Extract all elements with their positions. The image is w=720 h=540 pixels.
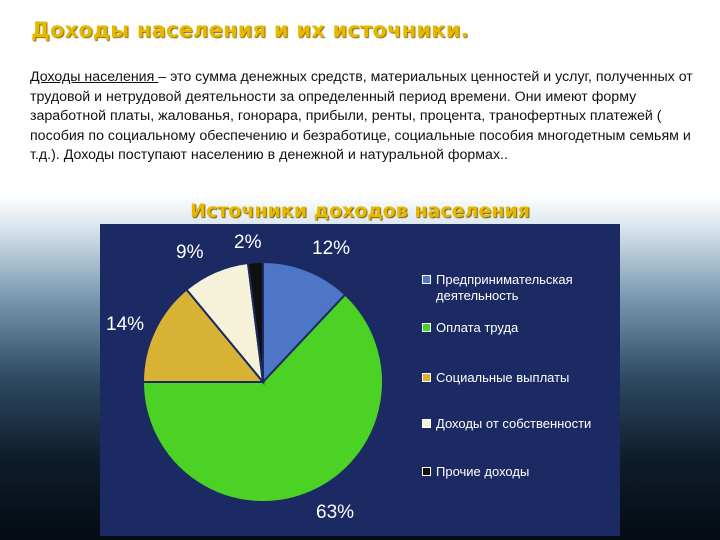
pie-slice — [262, 260, 347, 385]
legend-label: Социальные выплаты — [436, 370, 570, 385]
legend-label: Доходы от собственности — [436, 416, 592, 431]
chart-title: Источники доходов населения — [190, 200, 530, 222]
slice-percent-label: 12% — [312, 238, 351, 259]
legend-label: Прочие доходы — [436, 464, 530, 479]
pie-slice — [246, 260, 264, 383]
pie-slice — [141, 288, 266, 383]
legend-swatch — [422, 373, 431, 382]
legend-swatch — [422, 323, 431, 332]
slice-percent-label: 63% — [316, 502, 355, 523]
definition-text: – это сумма денежных средств, материальн… — [30, 69, 693, 163]
legend-swatch — [422, 467, 431, 476]
slice-percent-label: 9% — [176, 242, 204, 263]
legend-label: Предпринимательская деятельность — [436, 272, 573, 303]
slice-percent-label: 14% — [106, 314, 145, 335]
legend-swatch — [422, 275, 431, 284]
slice-percent-label: 2% — [234, 232, 262, 253]
page-title: Доходы населения и их источники. — [31, 18, 469, 42]
definition-term: Доходы населения — [30, 69, 159, 85]
pie-slice — [141, 293, 384, 503]
definition-paragraph: Доходы населения – это сумма денежных ср… — [30, 68, 714, 166]
legend-label: Оплата труда — [436, 320, 519, 335]
chart-panel: 12% 63% 14% 9% 2% Предпринимательская деятел… — [100, 224, 620, 536]
pie-chart — [141, 260, 384, 503]
legend-swatch — [422, 419, 431, 428]
